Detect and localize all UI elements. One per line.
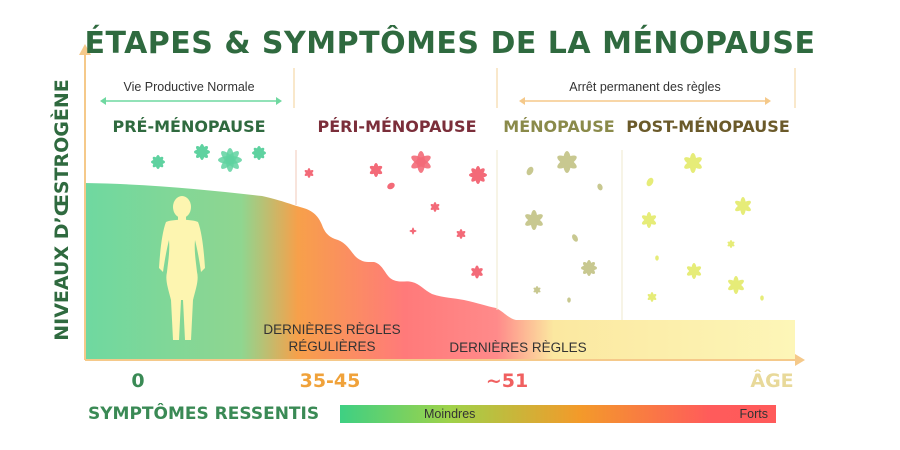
- phase-post-menopause: POST-MÉNOPAUSE: [626, 117, 790, 136]
- peri-menopause-flowers-icon: [304, 151, 487, 279]
- symptoms-label: SYMPTÔMES RESSENTIS: [88, 404, 320, 424]
- phase-pre-menopause: PRÉ-MÉNOPAUSE: [112, 117, 266, 136]
- pre-menopause-flowers-icon: [151, 144, 266, 172]
- y-axis-label: NIVEAUX D’ŒSTROGÈNE: [51, 79, 73, 341]
- age-51: ~51: [485, 370, 529, 392]
- post-menopause-flowers-icon: [641, 153, 764, 302]
- age-35-45: 35-45: [299, 370, 361, 392]
- symptoms-max-label: Forts: [739, 407, 768, 421]
- symptoms-min-label: Moindres: [424, 407, 476, 421]
- phase-peri-menopause: PÉRI-MÉNOPAUSE: [317, 117, 477, 136]
- age-0: 0: [131, 370, 145, 392]
- phase-menopause: MÉNOPAUSE: [503, 117, 615, 136]
- permanent-stop-label: Arrêt permanent des règles: [569, 80, 721, 94]
- menopause-flowers-icon: [525, 151, 603, 303]
- x-axis-arrow: [795, 354, 805, 366]
- estrogen-area: [85, 183, 795, 360]
- page-title: ÉTAPES & SYMPTÔMES DE LA MÉNOPAUSE: [84, 26, 816, 61]
- last-regular-period-label: DERNIÈRES RÈGLES RÉGULIÈRES: [263, 322, 401, 354]
- woman-silhouette-icon: [159, 196, 205, 340]
- normal-life-label: Vie Productive Normale: [123, 80, 255, 94]
- last-period-label: DERNIÈRES RÈGLES: [449, 340, 587, 355]
- y-axis-arrow: [79, 44, 91, 55]
- symptoms-gradient-bar: Moindres Forts: [340, 405, 776, 423]
- age-axis-label: ÂGE: [750, 370, 794, 392]
